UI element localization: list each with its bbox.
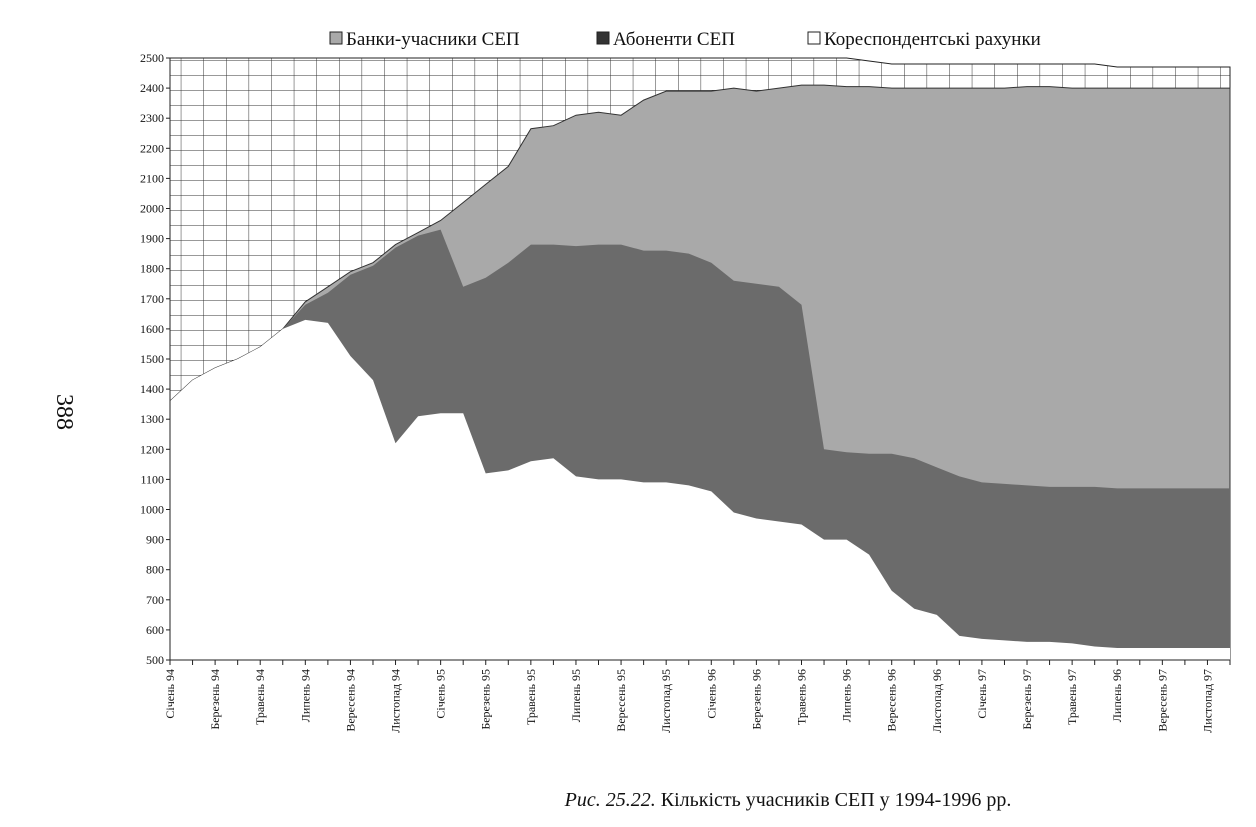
y-tick-label: 1300: [140, 412, 164, 426]
legend-swatch-subscribers: [596, 31, 610, 45]
x-tick-label: Березень 96: [749, 669, 763, 730]
plot-areas: [169, 57, 1231, 661]
x-tick-label: Травень 95: [524, 669, 538, 725]
y-tick-label: 1600: [140, 322, 164, 336]
y-tick-label: 600: [146, 623, 164, 637]
x-tick-label: Березень 95: [479, 669, 493, 730]
x-tick-label: Вересень 94: [343, 669, 357, 732]
y-tick-label: 900: [146, 533, 164, 547]
x-tick-label: Січень 97: [975, 669, 989, 719]
x-tick-label: Січень 96: [704, 669, 718, 719]
x-tick-label: Січень 94: [163, 669, 177, 719]
page-number: 388: [51, 394, 77, 430]
x-tick-label: Липень 95: [569, 669, 583, 722]
y-tick-label: 2400: [140, 81, 164, 95]
y-tick-label: 1700: [140, 292, 164, 306]
caption-label: Рис. 25.22.: [564, 789, 656, 811]
axes: 500 600 700 800 900 1000 1100 1200 1300 1400 1500 1…: [140, 51, 1231, 733]
y-tick-label: 2100: [140, 171, 164, 185]
x-tick-label: Березень 94: [208, 669, 222, 730]
caption-text: Кількість учасників СЕП у 1994-1996 рр.: [656, 789, 1012, 811]
y-tick-label: 1900: [140, 232, 164, 246]
x-ticks: Січень 94 Березень 94 Травень 94 Липень 94 В…: [163, 660, 1231, 733]
x-tick-label: Листопад 96: [930, 669, 944, 733]
y-tick-label: 700: [146, 593, 164, 607]
x-tick-label: Липень 94: [298, 669, 312, 722]
x-tick-label: Вересень 97: [1155, 669, 1169, 732]
legend-label-corr-accounts: Кореспондентські рахунки: [824, 29, 1041, 50]
legend-label-subscribers: Абоненти СЕП: [613, 29, 735, 50]
y-tick-label: 2300: [140, 111, 164, 125]
legend: Банки-учасники СЕП Абоненти СЕП Кореспон…: [329, 29, 1041, 50]
y-tick-label: 2500: [140, 51, 164, 65]
x-tick-label: Липень 96: [840, 669, 854, 722]
x-tick-label: Липень 96: [1110, 669, 1124, 722]
y-tick-label: 1800: [140, 262, 164, 276]
x-tick-label: Березень 97: [1020, 669, 1034, 730]
y-tick-label: 1400: [140, 382, 164, 396]
y-tick-label: 1200: [140, 442, 164, 456]
area-base: [170, 319, 1230, 660]
x-tick-label: Травень 94: [253, 669, 267, 725]
x-tick-label: Листопад 95: [659, 669, 673, 733]
y-tick-label: 800: [146, 563, 164, 577]
legend-swatch-banks: [329, 31, 343, 45]
y-tick-label: 2000: [140, 202, 164, 216]
legend-label-banks: Банки-учасники СЕП: [346, 29, 520, 50]
y-tick-label: 500: [146, 653, 164, 667]
x-tick-label: Січень 95: [434, 669, 448, 719]
x-tick-label: Травень 97: [1065, 669, 1079, 725]
legend-swatch-corr-accounts: [807, 31, 821, 45]
y-tick-label: 1100: [140, 472, 164, 486]
x-tick-label: Листопад 94: [389, 669, 403, 733]
x-tick-label: Листопад 97: [1200, 669, 1214, 733]
x-tick-label: Травень 96: [795, 669, 809, 725]
figure-caption: Рис. 25.22. Кількість учасників СЕП у 19…: [564, 789, 1012, 811]
y-tick-label: 1000: [140, 503, 164, 517]
y-tick-label: 2200: [140, 141, 164, 155]
y-tick-label: 1500: [140, 352, 164, 366]
x-tick-label: Вересень 95: [614, 669, 628, 732]
y-ticks: 500 600 700 800 900 1000 1100 1200 1300 1400 1500 1…: [140, 51, 170, 667]
x-tick-label: Вересень 96: [885, 669, 899, 732]
